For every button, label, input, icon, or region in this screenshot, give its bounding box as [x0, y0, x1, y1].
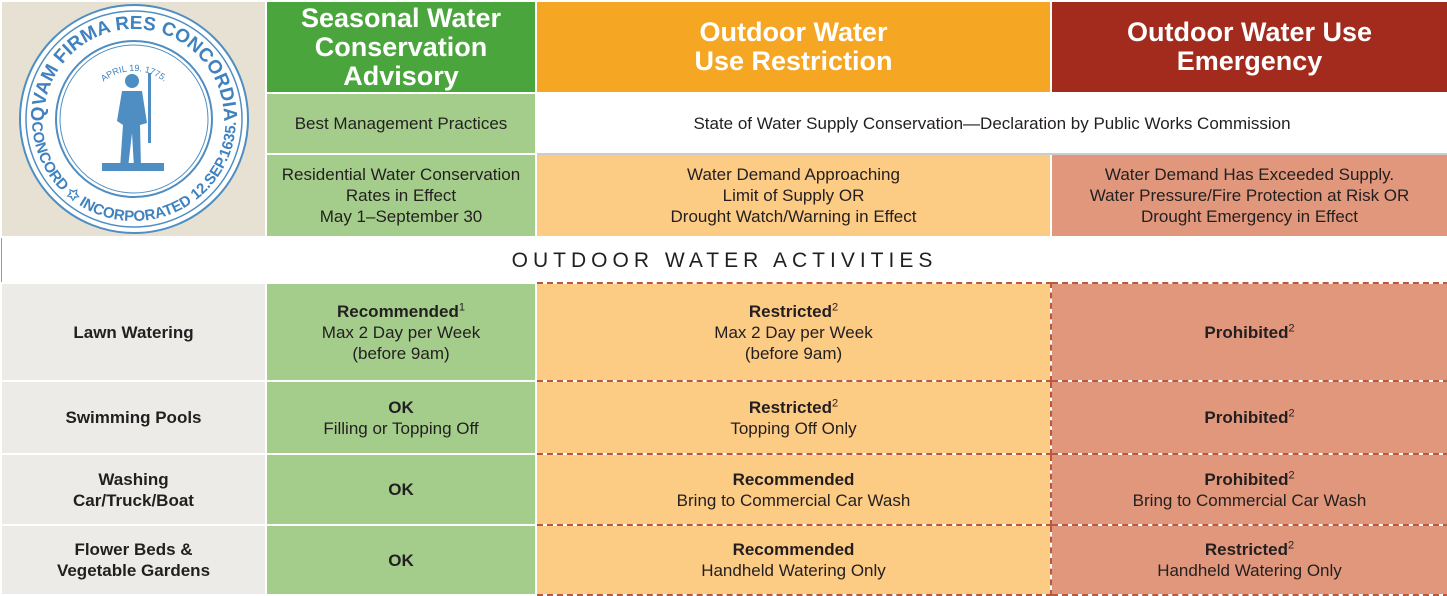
- activity-label: Lawn Watering: [0, 282, 267, 382]
- activity-guideline: Recommended Handheld Watering Only: [535, 524, 1052, 596]
- detail: Handheld Watering Only: [701, 561, 886, 580]
- header-line: Seasonal Water: [300, 2, 502, 33]
- detail: Max 2 Day per Week: [714, 322, 873, 342]
- activity-guideline: Restricted2 Handheld Watering Only: [1050, 524, 1447, 596]
- activity-guideline: Prohibited2: [1050, 282, 1447, 382]
- footnote-ref: 2: [1288, 468, 1295, 481]
- section-heading: OUTDOOR WATER ACTIVITIES: [0, 236, 1447, 284]
- status: OK: [388, 480, 414, 499]
- activity-guideline: OK: [265, 453, 537, 526]
- trigger-line: Water Demand Approaching: [687, 165, 900, 184]
- status: Recommended: [337, 301, 459, 321]
- status: Prohibited: [1204, 322, 1289, 342]
- status: Restricted: [1204, 540, 1288, 559]
- activity-line: Washing: [98, 469, 169, 489]
- seal-inner2: [59, 44, 208, 194]
- activity-line: Lawn Watering: [73, 322, 194, 342]
- section-row: OUTDOOR WATER ACTIVITIES: [0, 236, 1447, 284]
- detail: Topping Off Only: [730, 418, 857, 438]
- activity-label: Flower Beds & Vegetable Gardens: [0, 524, 267, 596]
- footnote-ref: 2: [1288, 321, 1295, 334]
- activity-guideline: Prohibited2 Bring to Commercial Car Wash: [1050, 453, 1447, 526]
- detail: (before 9am): [744, 343, 843, 363]
- activity-row: Washing Car/Truck/Boat OK Recommended Bring …: [0, 453, 1447, 526]
- activity-guideline: Recommended1 Max 2 Day per Week (before 9a…: [265, 282, 537, 382]
- status: Restricted: [748, 301, 832, 321]
- header-line: Use Restriction: [694, 46, 893, 76]
- activity-guideline: Prohibited2: [1050, 380, 1447, 455]
- trigger-line: Water Demand Has Exceeded Supply.: [1104, 165, 1395, 184]
- trigger-restriction: Water Demand Approaching Limit of Supply …: [535, 153, 1052, 238]
- status: Prohibited: [1204, 469, 1289, 489]
- town-seal: QVAM FIRMA RES CONCORDIA CONCORD ✩ INCOR…: [18, 4, 249, 234]
- detail: Handheld Watering Only: [1157, 561, 1342, 580]
- trigger-line: Drought Emergency in Effect: [1140, 207, 1358, 226]
- status: Restricted: [748, 397, 832, 417]
- activity-row: Swimming Pools OK Filling or Topping Off Re…: [0, 380, 1447, 455]
- header-line: Outdoor Water Use: [1126, 17, 1373, 47]
- minuteman-figure: [101, 73, 164, 171]
- basis-advisory: Best Management Practices: [265, 92, 537, 155]
- activity-line: Vegetable Gardens: [56, 561, 211, 580]
- detail: Filling or Topping Off: [323, 418, 479, 438]
- trigger-emergency: Water Demand Has Exceeded Supply. Water P…: [1050, 153, 1447, 238]
- basis-declaration: State of Water Supply Conservation—Decla…: [535, 92, 1447, 155]
- activity-label: Swimming Pools: [0, 380, 267, 455]
- status: OK: [388, 550, 414, 570]
- detail: Bring to Commercial Car Wash: [1132, 490, 1367, 510]
- activity-label: Washing Car/Truck/Boat: [0, 453, 267, 526]
- header-line: Emergency: [1176, 46, 1323, 76]
- seal-cell: QVAM FIRMA RES CONCORDIA CONCORD ✩ INCOR…: [0, 0, 267, 238]
- trigger-row: Residential Water Conservation Rates in E…: [1, 153, 1447, 238]
- trigger-advisory: Residential Water Conservation Rates in E…: [265, 153, 537, 238]
- activity-guideline: OK: [265, 524, 537, 596]
- trigger-line: Residential Water Conservation: [281, 165, 521, 184]
- header-emergency: Outdoor Water Use Emergency: [1050, 0, 1447, 94]
- activity-guideline: Restricted2 Topping Off Only: [535, 380, 1052, 455]
- trigger-line: Limit of Supply OR: [722, 186, 865, 205]
- status: Recommended: [732, 540, 855, 559]
- trigger-line: Drought Watch/Warning in Effect: [670, 207, 917, 226]
- trigger-line: Rates in Effect: [345, 186, 457, 205]
- footnote-ref: 2: [832, 300, 839, 313]
- activity-line: Flower Beds &: [74, 540, 193, 559]
- detail: Max 2 Day per Week: [321, 322, 481, 342]
- footnote-ref: 2: [1288, 539, 1295, 552]
- activity-guideline: Restricted2 Max 2 Day per Week (before 9am…: [535, 282, 1052, 382]
- trigger-line: Water Pressure/Fire Protection at Risk O…: [1089, 186, 1410, 205]
- activity-line: Car/Truck/Boat: [73, 490, 194, 510]
- trigger-line: May 1–September 30: [319, 207, 483, 226]
- detail: (before 9am): [352, 343, 450, 363]
- detail: Bring to Commercial Car Wash: [676, 490, 911, 510]
- header-line: Outdoor Water: [699, 17, 888, 47]
- activity-line: Swimming Pools: [65, 408, 202, 427]
- status: Recommended: [732, 469, 855, 489]
- activity-guideline: OK Filling or Topping Off: [265, 380, 537, 455]
- header-restriction: Outdoor Water Use Restriction: [535, 0, 1052, 94]
- header-advisory: Seasonal Water Conservation Advisory: [265, 0, 537, 94]
- seal-ring: [24, 10, 243, 228]
- status: Prohibited: [1204, 408, 1289, 427]
- status: OK: [388, 397, 414, 417]
- activity-row: Lawn Watering Recommended1 Max 2 Day per W…: [0, 282, 1447, 382]
- activity-row: Flower Beds & Vegetable Gardens OK Recommen…: [0, 524, 1447, 596]
- activity-guideline: Recommended Bring to Commercial Car Wash: [535, 453, 1052, 526]
- footnote-ref: 2: [832, 396, 839, 409]
- seal-inner: [54, 40, 213, 198]
- footnote-ref: 2: [1288, 407, 1295, 420]
- basis-row: Best Management Practices State of Water…: [1, 92, 1447, 155]
- header-line: Conservation Advisory: [314, 31, 488, 91]
- header-row: QVAM FIRMA RES CONCORDIA CONCORD ✩ INCOR…: [0, 0, 1447, 238]
- footnote-ref: 1: [458, 300, 465, 313]
